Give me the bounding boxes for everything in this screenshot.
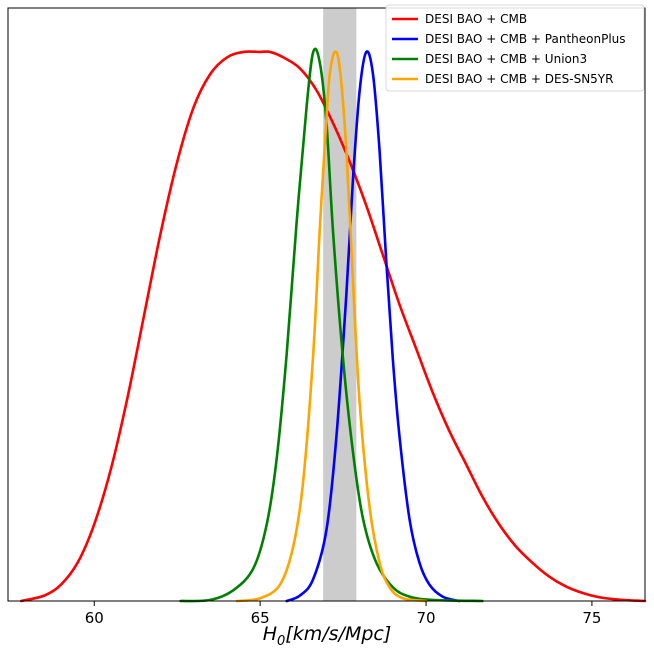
legend-label-desi-bao-cmb-union3: DESI BAO + CMB + Union3 [425, 52, 587, 66]
x-axis-label: H0[km/s/Mpc] [263, 623, 392, 649]
legend-box [385, 4, 645, 92]
x-tick-label: 70 [416, 609, 435, 627]
x-axis-label-sub: 0 [277, 634, 285, 649]
x-tick-label: 60 [85, 609, 104, 627]
series-layer [19, 47, 647, 603]
planck-band-layer [323, 8, 357, 601]
legend-label-desi-bao-cmb-pantheonplus: DESI BAO + CMB + PantheonPlus [425, 32, 626, 46]
plot-frame [7, 7, 646, 602]
x-axis-label-main: H [263, 623, 277, 645]
series-line-desi-bao-cmb-union3 [179, 47, 484, 603]
legend: DESI BAO + CMB DESI BAO + CMB + PantheonP… [385, 4, 645, 92]
series-line-desi-bao-cmb-pantheonplus [285, 50, 461, 603]
x-ticks: 60 65 70 75 [85, 601, 601, 627]
reference-band [323, 8, 357, 601]
series-line-desi-bao-cmb [19, 50, 647, 603]
legend-label-desi-bao-cmb-des-sn5yr: DESI BAO + CMB + DES-SN5YR [425, 72, 613, 86]
x-axis-label-units: [km/s/Mpc] [285, 623, 391, 645]
x-tick-label: 75 [582, 609, 601, 627]
legend-label-desi-bao-cmb: DESI BAO + CMB [425, 12, 527, 26]
x-tick-label: 65 [251, 609, 270, 627]
legend-entries: DESI BAO + CMB DESI BAO + CMB + PantheonP… [392, 12, 626, 86]
series-line-desi-bao-cmb-des-sn5yr [235, 50, 428, 603]
